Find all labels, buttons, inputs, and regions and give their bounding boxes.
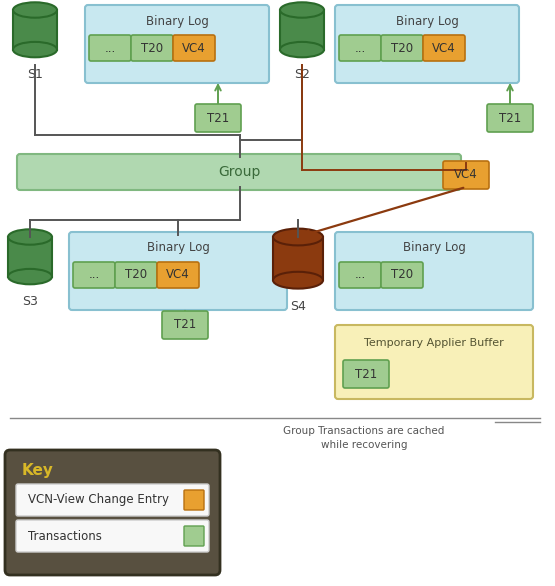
Text: ...: ... (88, 268, 100, 281)
Text: Binary Log: Binary Log (145, 15, 209, 28)
Ellipse shape (273, 272, 323, 288)
FancyBboxPatch shape (157, 262, 199, 288)
Text: VC4: VC4 (454, 169, 478, 182)
Ellipse shape (280, 42, 324, 57)
Ellipse shape (280, 2, 324, 18)
Text: T20: T20 (391, 42, 413, 54)
Bar (273, 237, 323, 280)
FancyBboxPatch shape (335, 5, 519, 83)
Bar (13, 10, 57, 50)
Text: Temporary Applier Buffer: Temporary Applier Buffer (364, 338, 504, 348)
FancyBboxPatch shape (5, 450, 220, 575)
Text: while recovering: while recovering (321, 440, 407, 450)
Ellipse shape (13, 42, 57, 57)
FancyBboxPatch shape (184, 526, 204, 546)
Text: Binary Log: Binary Log (147, 241, 209, 254)
FancyBboxPatch shape (335, 325, 533, 399)
FancyBboxPatch shape (16, 520, 209, 552)
Text: Binary Log: Binary Log (396, 15, 458, 28)
Text: VCN-View Change Entry: VCN-View Change Entry (28, 493, 169, 506)
Text: T20: T20 (141, 42, 163, 54)
FancyBboxPatch shape (335, 232, 533, 310)
FancyBboxPatch shape (16, 484, 209, 516)
FancyBboxPatch shape (443, 161, 489, 189)
Ellipse shape (13, 2, 57, 18)
Text: T21: T21 (174, 319, 196, 332)
Bar (8, 237, 52, 277)
Ellipse shape (8, 269, 52, 284)
Text: Group Transactions are cached: Group Transactions are cached (283, 426, 445, 436)
Text: VC4: VC4 (182, 42, 206, 54)
Text: Transactions: Transactions (28, 530, 102, 543)
Bar (280, 10, 324, 50)
FancyBboxPatch shape (423, 35, 465, 61)
FancyBboxPatch shape (487, 104, 533, 132)
FancyBboxPatch shape (195, 104, 241, 132)
FancyBboxPatch shape (339, 262, 381, 288)
FancyBboxPatch shape (69, 232, 287, 310)
Ellipse shape (273, 229, 323, 246)
FancyBboxPatch shape (115, 262, 157, 288)
Text: T20: T20 (391, 268, 413, 281)
FancyBboxPatch shape (131, 35, 173, 61)
Text: S2: S2 (294, 68, 310, 81)
Text: T21: T21 (207, 111, 229, 124)
Text: Group: Group (218, 165, 260, 179)
Text: VC4: VC4 (166, 268, 190, 281)
Ellipse shape (8, 229, 52, 245)
FancyBboxPatch shape (162, 311, 208, 339)
FancyBboxPatch shape (381, 262, 423, 288)
FancyBboxPatch shape (339, 35, 381, 61)
Text: S3: S3 (22, 295, 38, 308)
FancyBboxPatch shape (89, 35, 131, 61)
Text: ...: ... (355, 268, 366, 281)
FancyBboxPatch shape (17, 154, 461, 190)
Text: T21: T21 (499, 111, 521, 124)
Text: T20: T20 (125, 268, 147, 281)
FancyBboxPatch shape (381, 35, 423, 61)
FancyBboxPatch shape (173, 35, 215, 61)
FancyBboxPatch shape (73, 262, 115, 288)
Text: T21: T21 (355, 367, 377, 380)
Text: S4: S4 (290, 300, 306, 313)
Text: Binary Log: Binary Log (402, 241, 466, 254)
Text: ...: ... (355, 42, 366, 54)
Text: ...: ... (104, 42, 115, 54)
Text: S1: S1 (27, 68, 43, 81)
FancyBboxPatch shape (184, 490, 204, 510)
Text: Key: Key (22, 464, 54, 479)
Text: VC4: VC4 (432, 42, 456, 54)
FancyBboxPatch shape (343, 360, 389, 388)
FancyBboxPatch shape (85, 5, 269, 83)
